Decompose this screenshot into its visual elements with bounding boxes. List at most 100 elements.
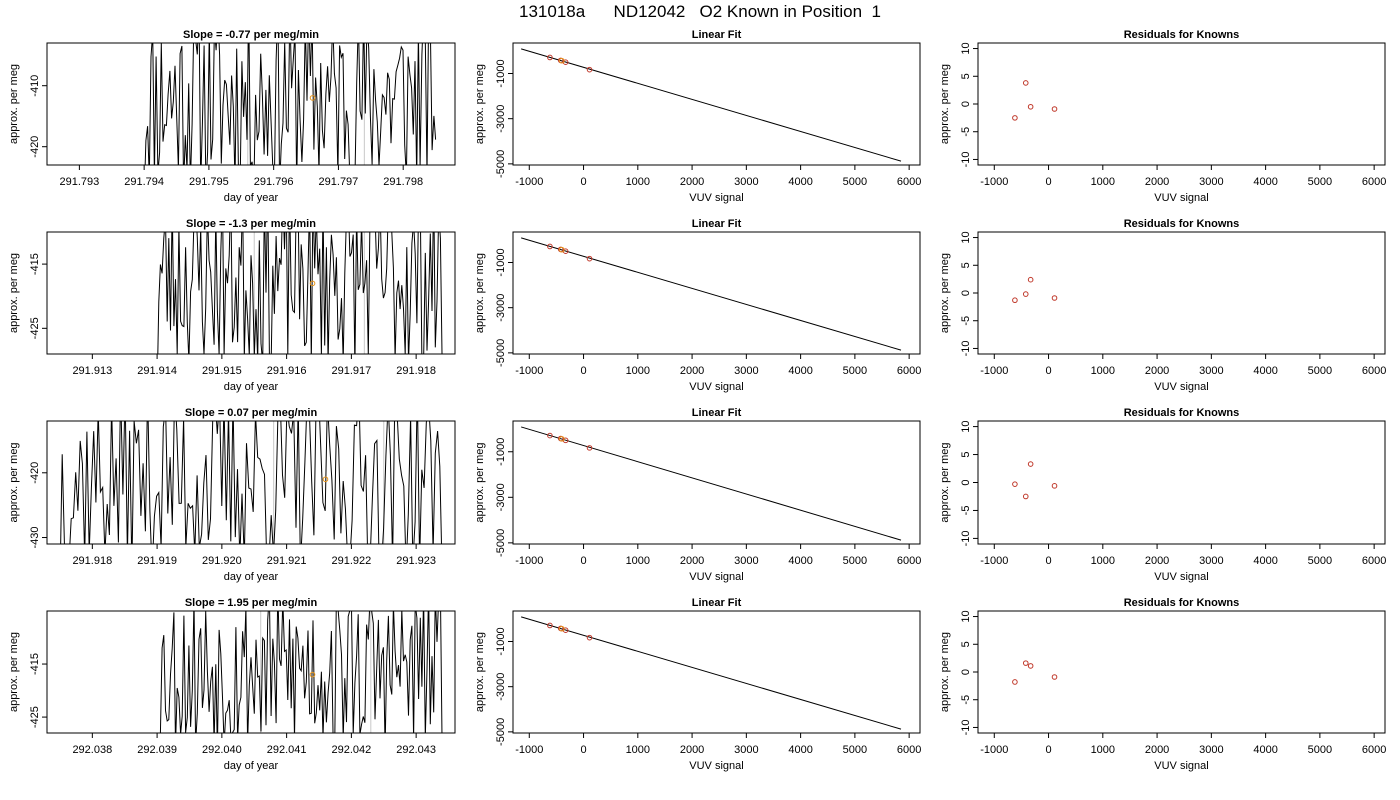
x-tick-label: 2000: [1145, 365, 1169, 377]
panel-title: Linear Fit: [692, 407, 742, 419]
y-tick-label: 0: [960, 290, 972, 296]
x-tick-label: 291.913: [72, 365, 112, 377]
data-point: [1051, 483, 1058, 489]
x-axis-label: VUV signal: [1154, 192, 1208, 204]
y-tick-label: -5000: [495, 150, 507, 178]
x-tick-label: 6000: [897, 555, 921, 567]
data-point: [1027, 103, 1034, 110]
y-tick-label: -5000: [495, 718, 507, 746]
y-tick-label: 5: [960, 451, 972, 457]
x-tick-label: 291.795: [189, 176, 229, 188]
x-tick-label: 291.918: [396, 365, 436, 377]
data-point: [1012, 297, 1018, 304]
y-axis-label: approx. per meg: [474, 442, 486, 522]
y-tick-label: -5: [960, 127, 972, 137]
y-tick-label: -10: [960, 341, 972, 357]
plot-frame: [46, 420, 456, 545]
x-tick-label: -1000: [980, 176, 1008, 188]
data-point: [1012, 115, 1018, 121]
x-tick-label: 3000: [734, 365, 758, 377]
y-tick-label: 10: [960, 42, 972, 54]
panel-title: Linear Fit: [692, 597, 742, 609]
x-tick-label: 291.793: [59, 176, 99, 188]
x-tick-label: 5000: [843, 744, 867, 756]
plot-frame: [977, 420, 1386, 545]
x-tick-label: 292.040: [202, 744, 242, 756]
x-tick-label: 5000: [1308, 365, 1332, 377]
y-axis-label: approx. per meg: [939, 632, 951, 712]
x-tick-label: 291.917: [331, 365, 371, 377]
x-tick-label: 291.916: [267, 365, 307, 377]
panel-title: Slope = 1.95 per meg/min: [185, 597, 318, 609]
panel-9: Residuals for Knowns -1000 0 1000 2000 3000 40…: [939, 407, 1386, 583]
y-axis-label: approx. per meg: [474, 253, 486, 333]
x-tick-label: 1000: [626, 176, 650, 188]
x-tick-label: 1000: [626, 555, 650, 567]
panel-5: Linear Fit -1000 0 1000 2000 3000 4000 5000 6000…: [474, 218, 921, 393]
highlight-point: [559, 625, 565, 632]
y-tick-label: -415: [29, 253, 41, 275]
x-tick-label: 0: [1045, 365, 1051, 377]
x-tick-label: 292.041: [267, 744, 307, 756]
x-tick-label: 6000: [1362, 555, 1386, 567]
plot-area: [520, 426, 902, 541]
data-point: [1022, 80, 1029, 86]
x-tick-label: 291.798: [383, 176, 423, 188]
y-tick-label: 0: [960, 101, 972, 107]
y-axis-label: approx. per meg: [8, 64, 20, 144]
plot-area: [520, 616, 902, 730]
y-tick-label: -1000: [495, 248, 507, 276]
x-tick-label: 4000: [1253, 555, 1277, 567]
y-tick-label: -415: [29, 653, 41, 675]
plot-frame: [977, 42, 1386, 166]
x-tick-label: 3000: [1199, 176, 1223, 188]
x-tick-label: 291.796: [254, 176, 294, 188]
x-tick-label: 291.797: [319, 176, 359, 188]
panel-title: Residuals for Knowns: [1124, 218, 1240, 230]
data-point: [1027, 276, 1034, 283]
x-axis-label: day of year: [224, 381, 279, 393]
x-tick-label: 1000: [1091, 744, 1115, 756]
x-tick-label: 0: [1045, 555, 1051, 567]
y-tick-label: -5: [960, 695, 972, 705]
y-axis-label: approx. per meg: [939, 64, 951, 144]
x-tick-label: 5000: [843, 365, 867, 377]
x-tick-label: 6000: [897, 365, 921, 377]
x-tick-label: 1000: [1091, 555, 1115, 567]
x-tick-label: 6000: [1362, 176, 1386, 188]
x-tick-label: 291.921: [267, 555, 307, 567]
x-tick-label: 0: [580, 365, 586, 377]
fit-line: [520, 616, 902, 730]
x-tick-label: -1000: [980, 555, 1008, 567]
panel-title: Residuals for Knowns: [1124, 407, 1240, 419]
x-tick-label: 4000: [1253, 744, 1277, 756]
plot-area: [144, 43, 437, 165]
panel-11: Linear Fit -1000 0 1000 2000 3000 4000 5000 6000…: [474, 597, 921, 772]
x-tick-label: 292.042: [331, 744, 371, 756]
x-tick-label: 0: [1045, 176, 1051, 188]
data-point: [586, 255, 593, 262]
data-point: [1027, 461, 1034, 467]
y-tick-label: -3000: [495, 105, 507, 133]
x-axis-label: VUV signal: [689, 192, 743, 204]
x-tick-label: 4000: [788, 176, 812, 188]
plot-frame: [46, 610, 456, 734]
data-point-marker: [309, 671, 316, 678]
data-point: [1022, 660, 1029, 666]
data-point: [586, 634, 593, 641]
x-tick-label: 2000: [1145, 744, 1169, 756]
data-point: [547, 243, 553, 250]
x-tick-label: 6000: [1362, 744, 1386, 756]
data-point: [1022, 291, 1029, 297]
x-tick-label: 2000: [1145, 555, 1169, 567]
plot-frame: [977, 231, 1386, 355]
x-tick-label: 0: [580, 176, 586, 188]
x-tick-label: 291.923: [396, 555, 436, 567]
data-point: [1012, 481, 1018, 487]
y-tick-label: -10: [960, 720, 972, 736]
y-tick-label: -410: [29, 75, 41, 97]
panel-1: Slope = -0.77 per meg/min 291.793 291.794 2…: [8, 29, 456, 204]
x-tick-label: 5000: [1308, 176, 1332, 188]
plot-area: [1012, 80, 1058, 121]
x-tick-label: 2000: [1145, 176, 1169, 188]
